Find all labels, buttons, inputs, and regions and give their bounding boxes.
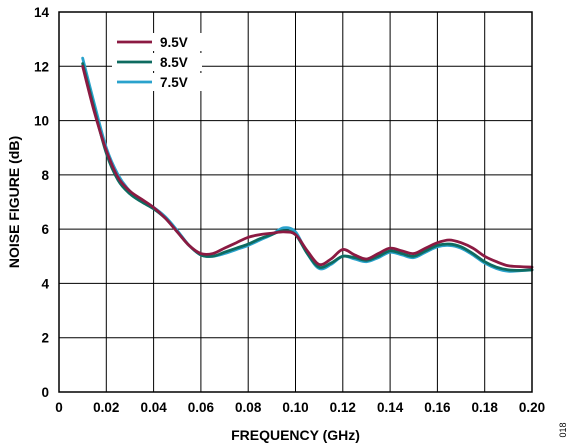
axis-ticks: 0 0.02 0.04 0.06 0.08 0.10 0.12 0.14 0.16 0.18 0.2…	[34, 5, 545, 415]
y-tick-label: 2	[41, 331, 49, 346]
x-axis-title: FREQUENCY (GHz)	[231, 427, 360, 443]
legend-label: 7.5V	[160, 75, 188, 90]
x-tick-label: 0.04	[140, 400, 167, 415]
legend-bg	[112, 53, 202, 71]
series-lines	[81, 56, 534, 273]
x-tick-label: 0.14	[377, 400, 404, 415]
figure-code-label: 018	[558, 422, 568, 437]
x-tick-label: 0.20	[519, 400, 545, 415]
x-tick-label: 0.10	[282, 400, 308, 415]
y-tick-label: 4	[41, 276, 49, 291]
x-tick-label: 0.12	[330, 400, 356, 415]
plot-frame	[58, 11, 533, 393]
y-axis-title: NOISE FIGURE (dB)	[6, 136, 22, 268]
legend-bg	[112, 73, 202, 91]
x-tick-label: 0.16	[424, 400, 451, 415]
legend-label: 8.5V	[160, 55, 188, 70]
x-tick-label: 0.02	[93, 400, 119, 415]
x-tick-label: 0	[55, 400, 63, 415]
x-tick-label: 0.18	[472, 400, 499, 415]
y-tick-label: 8	[41, 168, 49, 183]
legend: 9.5V 8.5V 7.5V	[112, 33, 202, 91]
series-line-9-5v	[81, 64, 534, 269]
y-tick-label: 14	[34, 5, 50, 20]
grid-lines	[59, 12, 532, 392]
y-tick-label: 12	[34, 59, 49, 74]
series-line-8-5v	[81, 62, 534, 272]
x-tick-label: 0.06	[188, 400, 215, 415]
y-tick-label: 10	[34, 114, 49, 129]
x-tick-label: 0.08	[235, 400, 262, 415]
legend-bg	[112, 33, 202, 51]
legend-label: 9.5V	[160, 35, 188, 50]
y-tick-label: 0	[41, 385, 49, 400]
y-tick-label: 6	[41, 222, 49, 237]
